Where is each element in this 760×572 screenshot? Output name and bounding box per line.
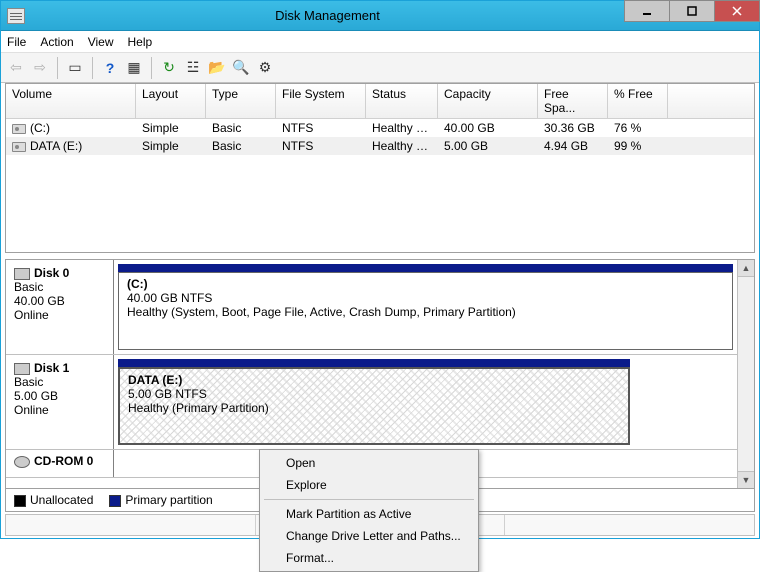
help-icon[interactable]: ?	[99, 57, 121, 79]
col-layout[interactable]: Layout	[136, 84, 206, 118]
col-type[interactable]: Type	[206, 84, 276, 118]
maximize-button[interactable]	[669, 0, 715, 22]
cdrom-icon	[14, 456, 30, 468]
disk-type: Basic	[14, 280, 105, 294]
partition-label: DATA (E:)	[128, 373, 182, 387]
disk-icon	[14, 363, 30, 375]
partition-selected[interactable]: DATA (E:) 5.00 GB NTFS Healthy (Primary …	[118, 367, 630, 445]
context-menu: Open Explore Mark Partition as Active Ch…	[259, 449, 479, 572]
disk-info[interactable]: Disk 1 Basic 5.00 GB Online	[6, 355, 114, 449]
col-freespace[interactable]: Free Spa...	[538, 84, 608, 118]
cdrom-id: CD-ROM 0	[34, 454, 93, 468]
close-button[interactable]	[714, 0, 760, 22]
minimize-button[interactable]	[624, 0, 670, 22]
calendar-icon[interactable]: ▦	[123, 57, 145, 79]
volume-list-header: Volume Layout Type File System Status Ca…	[6, 84, 754, 119]
cm-mark-active[interactable]: Mark Partition as Active	[262, 503, 476, 525]
search-icon[interactable]: 🔍	[230, 57, 252, 79]
volume-row[interactable]: (C:) Simple Basic NTFS Healthy (S... 40.…	[6, 119, 754, 137]
partition-status: Healthy (System, Boot, Page File, Active…	[127, 305, 516, 319]
partition-size: 40.00 GB NTFS	[127, 291, 212, 305]
menu-view[interactable]: View	[88, 35, 114, 49]
scrollbar[interactable]: ▲ ▼	[737, 260, 754, 488]
toolbar: ⇦ ⇨ ▭ ? ▦ ↻ ☳ 📂 🔍 ⚙	[1, 53, 759, 83]
forward-icon[interactable]: ⇨	[29, 57, 51, 79]
cm-separator	[264, 499, 474, 500]
disk-state: Online	[14, 308, 105, 322]
disk-row: Disk 1 Basic 5.00 GB Online DATA (E:) 5.…	[6, 355, 737, 450]
disk-id: Disk 0	[34, 266, 69, 280]
col-filesystem[interactable]: File System	[276, 84, 366, 118]
disk-size: 5.00 GB	[14, 389, 105, 403]
col-capacity[interactable]: Capacity	[438, 84, 538, 118]
partition-label: (C:)	[127, 277, 148, 291]
disk-size: 40.00 GB	[14, 294, 105, 308]
volume-list: Volume Layout Type File System Status Ca…	[5, 83, 755, 253]
disk-id: Disk 1	[34, 361, 69, 375]
partition-status: Healthy (Primary Partition)	[128, 401, 269, 415]
swatch-unallocated	[14, 495, 26, 507]
cm-change-letter[interactable]: Change Drive Letter and Paths...	[262, 525, 476, 547]
legend-primary: Primary partition	[125, 493, 212, 507]
title-bar: Disk Management	[1, 1, 759, 31]
partition-size: 5.00 GB NTFS	[128, 387, 207, 401]
disk-state: Online	[14, 403, 105, 417]
swatch-primary	[109, 495, 121, 507]
disk-info[interactable]: CD-ROM 0	[6, 450, 114, 477]
disk-icon	[14, 268, 30, 280]
back-icon[interactable]: ⇦	[5, 57, 27, 79]
volume-name: DATA (E:)	[30, 139, 82, 153]
disk-info[interactable]: Disk 0 Basic 40.00 GB Online	[6, 260, 114, 354]
settings-icon[interactable]: ⚙	[254, 57, 276, 79]
menu-bar: File Action View Help	[1, 31, 759, 53]
refresh-icon[interactable]: ↻	[158, 57, 180, 79]
window-title: Disk Management	[31, 8, 624, 23]
scroll-up-icon[interactable]: ▲	[738, 260, 754, 277]
partition[interactable]: (C:) 40.00 GB NTFS Healthy (System, Boot…	[118, 272, 733, 350]
disk-row: Disk 0 Basic 40.00 GB Online (C:) 40.00 …	[6, 260, 737, 355]
col-status[interactable]: Status	[366, 84, 438, 118]
menu-file[interactable]: File	[7, 35, 26, 49]
partition-stripe	[118, 264, 733, 272]
cm-format[interactable]: Format...	[262, 547, 476, 569]
cm-explore[interactable]: Explore	[262, 474, 476, 496]
disk-type: Basic	[14, 375, 105, 389]
show-hide-icon[interactable]: ▭	[64, 57, 86, 79]
legend-unallocated: Unallocated	[30, 493, 93, 507]
open-icon[interactable]: 📂	[206, 57, 228, 79]
col-pctfree[interactable]: % Free	[608, 84, 668, 118]
partition-stripe	[118, 359, 630, 367]
menu-action[interactable]: Action	[40, 35, 73, 49]
cm-open[interactable]: Open	[262, 452, 476, 474]
app-icon	[7, 8, 25, 24]
volume-row[interactable]: DATA (E:) Simple Basic NTFS Healthy (P..…	[6, 137, 754, 155]
drive-icon	[12, 124, 26, 134]
scroll-down-icon[interactable]: ▼	[738, 471, 754, 488]
drive-icon	[12, 142, 26, 152]
col-volume[interactable]: Volume	[6, 84, 136, 118]
volume-name: (C:)	[30, 121, 50, 135]
menu-help[interactable]: Help	[128, 35, 153, 49]
properties-icon[interactable]: ☳	[182, 57, 204, 79]
